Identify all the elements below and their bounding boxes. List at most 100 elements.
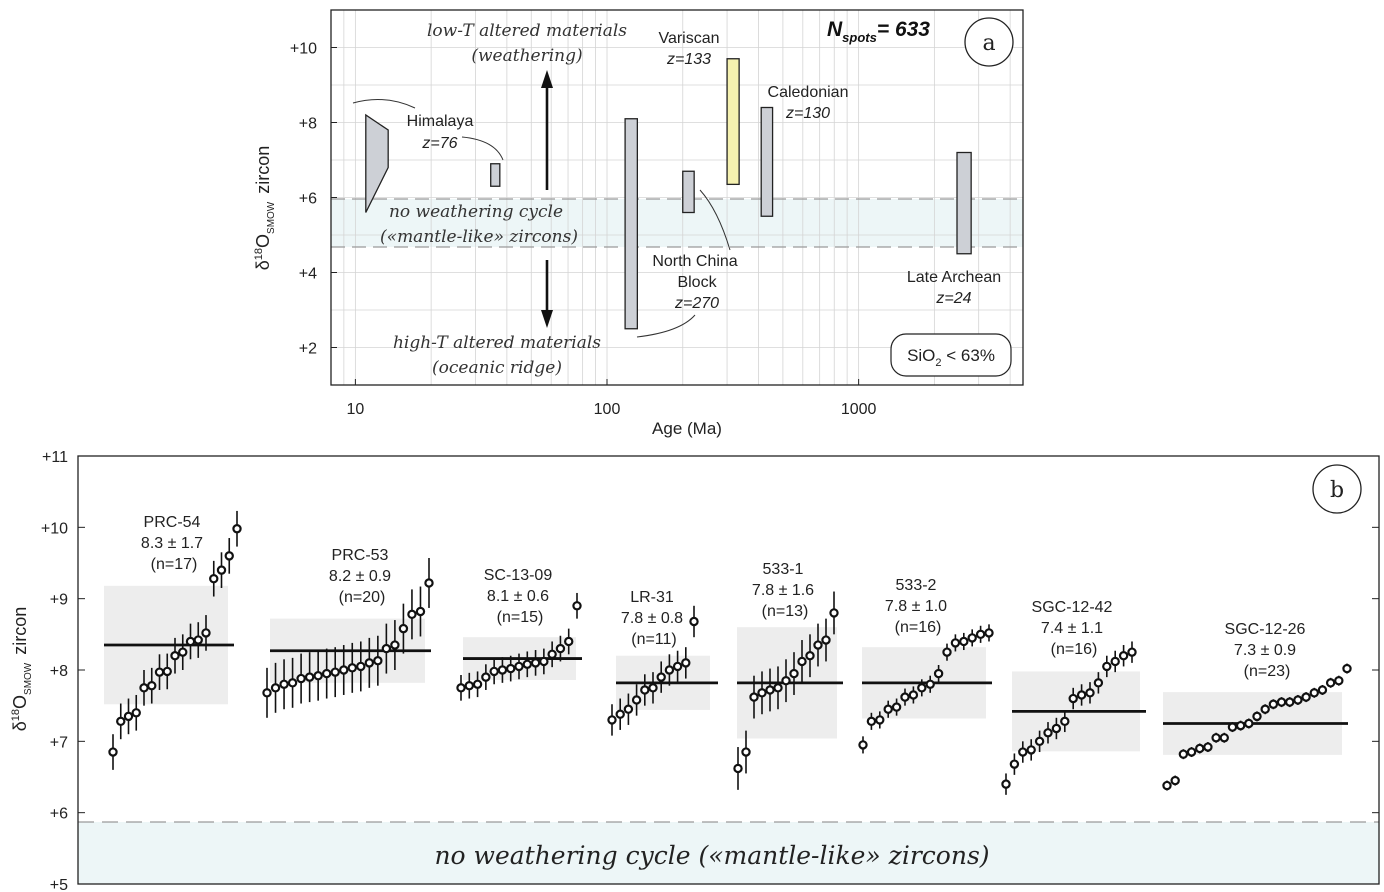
sio2-text: SiO	[907, 346, 935, 365]
data-point	[967, 633, 977, 643]
data-point	[415, 606, 426, 617]
data-point	[464, 680, 474, 691]
data-point	[108, 747, 118, 757]
y-tick-label: +6	[50, 806, 68, 823]
data-point	[373, 656, 383, 666]
sample-stat: 7.8 ± 1.0	[885, 598, 947, 615]
age-range-bar	[956, 151, 972, 255]
y-tick-label: +8	[50, 663, 68, 680]
low-t-label-line1: low-T altered materials	[427, 21, 627, 41]
data-point	[773, 683, 783, 693]
data-point	[1219, 733, 1229, 743]
sample-n: (n=20)	[339, 589, 386, 606]
age-range-bar	[726, 58, 740, 186]
data-point	[1093, 678, 1104, 688]
data-point	[116, 716, 126, 727]
y-tick-label: +2	[299, 341, 317, 358]
data-point	[984, 628, 994, 638]
data-point	[178, 647, 188, 657]
data-point	[866, 716, 877, 727]
panel-a-mantle-band	[331, 199, 1023, 247]
data-point	[789, 668, 799, 679]
data-point	[615, 709, 625, 719]
data-point	[506, 663, 516, 674]
data-point	[1195, 743, 1205, 754]
data-point	[631, 695, 642, 705]
data-point	[424, 578, 434, 588]
data-point	[154, 667, 165, 677]
sample-name: 533-1	[763, 561, 804, 578]
data-point	[1068, 693, 1078, 704]
north-china-leader-top	[699, 189, 731, 251]
data-point	[749, 692, 759, 702]
data-point	[514, 661, 524, 672]
data-point	[356, 661, 366, 672]
sample-group: SC-13-09 8.1 ± 0.6 (n=15)	[456, 567, 582, 701]
panel-a-ylabel-sup: 18	[253, 248, 265, 260]
data-point	[555, 643, 566, 654]
data-point	[330, 667, 340, 677]
data-point	[1118, 651, 1129, 661]
sample-name: PRC-53	[332, 547, 389, 564]
sample-name: 533-2	[896, 577, 937, 594]
y-tick-label: +9	[50, 592, 68, 609]
data-point	[875, 715, 885, 725]
north-china-label-line2: Block	[677, 274, 717, 291]
panel-a: 10 100 1000 +2 +4 +6 +8 +10 low-T altered mater…	[253, 9, 1024, 438]
data-point	[530, 658, 541, 668]
sio2-label: SiO2 < 63%	[907, 346, 995, 369]
himalaya-z: z=76	[421, 135, 457, 152]
caledonian-label: Caledonian	[768, 84, 849, 101]
nspots-value: = 633	[877, 18, 930, 41]
panel-b-ylabel: δ18OSMOW zircon	[10, 607, 34, 732]
data-point	[1301, 692, 1311, 702]
variscan-label: Variscan	[658, 30, 719, 47]
data-point	[1001, 779, 1011, 789]
high-t-label-line1: high-T altered materials	[393, 333, 601, 353]
data-point	[287, 678, 298, 688]
panel-b-samples: PRC-54 8.3 ± 1.7 (n=17) PRC-53 8.2 ± 0.9 (n=2…	[104, 510, 1352, 795]
data-point	[858, 740, 868, 750]
low-t-arrow-head	[541, 70, 553, 88]
data-point	[547, 649, 557, 660]
data-point	[900, 692, 910, 702]
data-point	[1127, 647, 1137, 657]
panel-a-label: a	[982, 31, 995, 56]
y-tick-label: +4	[299, 266, 317, 283]
sample-n: (n=11)	[631, 631, 677, 648]
nspots-n: N	[827, 18, 843, 41]
data-point	[270, 683, 281, 693]
data-point	[1060, 716, 1070, 727]
data-point	[689, 616, 699, 627]
panel-a-ranges	[490, 58, 972, 330]
data-point	[1043, 728, 1053, 738]
panel-a-ylabel-delta: δ	[253, 260, 273, 270]
data-point	[321, 668, 332, 679]
data-point	[522, 659, 532, 669]
sample-group: SGC-12-26 7.3 ± 0.9 (n=23)	[1162, 621, 1352, 791]
data-point	[1276, 697, 1287, 707]
data-point	[209, 573, 219, 584]
panel-b-label: b	[1330, 478, 1344, 503]
data-point	[733, 763, 743, 774]
x-tick-label: 1000	[841, 401, 877, 418]
y-tick-label: +7	[50, 734, 68, 751]
data-point	[797, 656, 807, 667]
north-china-label-line1: North China	[652, 253, 737, 270]
panel-b-ylabel-delta: δ	[10, 721, 30, 731]
nspots-label: Nspots= 633	[827, 18, 930, 45]
panel-b-band-label: no weathering cycle («mantle-like» zirco…	[434, 841, 989, 870]
sample-name: SGC-12-42	[1032, 599, 1113, 616]
data-point	[364, 658, 375, 668]
sample-n: (n=16)	[895, 619, 942, 636]
data-point	[656, 672, 666, 682]
sample-n: (n=17)	[151, 556, 198, 573]
age-range-bar	[624, 118, 638, 330]
data-point	[170, 651, 180, 661]
data-point	[1051, 723, 1062, 734]
north-china-leader-bottom	[636, 314, 696, 338]
data-point	[765, 685, 775, 695]
data-point	[1244, 718, 1254, 729]
sample-n: (n=15)	[497, 609, 544, 626]
